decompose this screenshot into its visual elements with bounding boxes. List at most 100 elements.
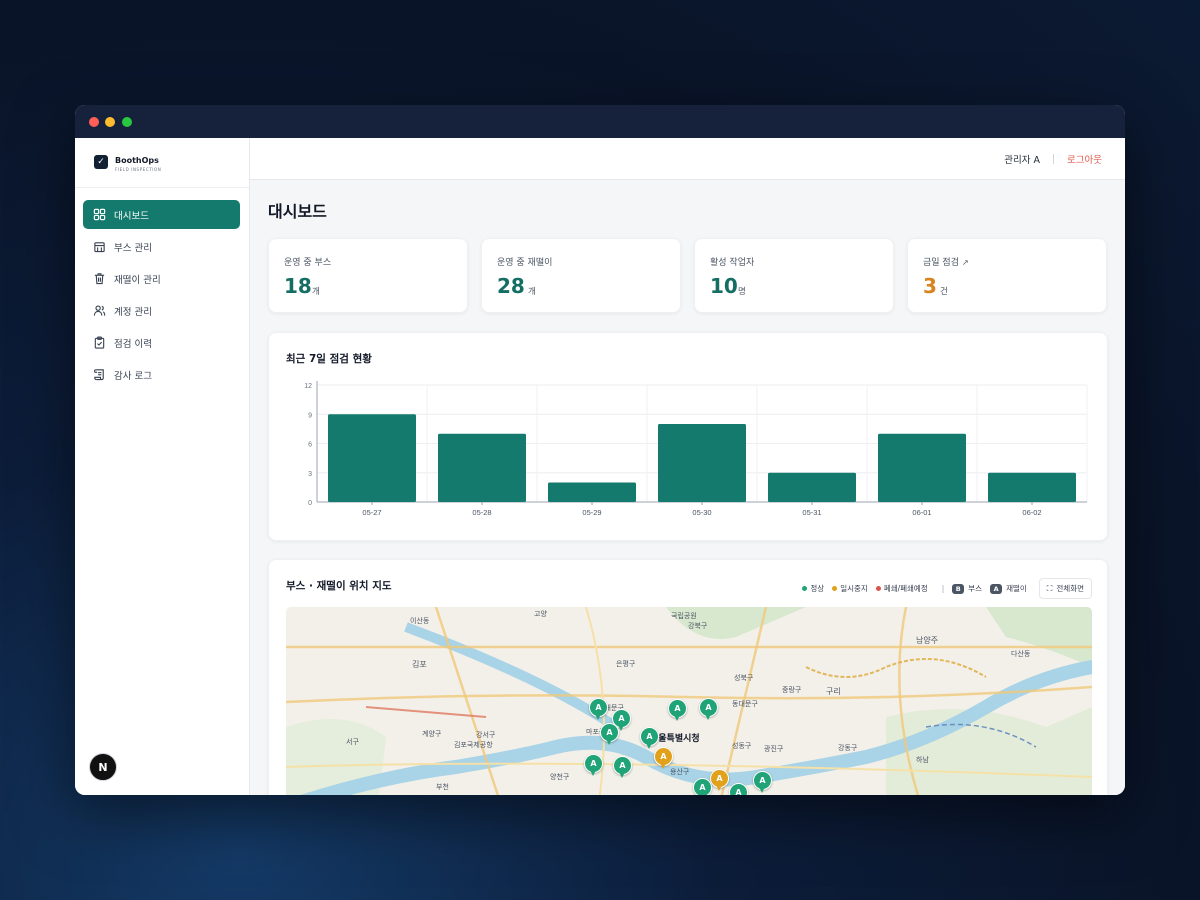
fullscreen-button[interactable]: ⛶ 전체화면: [1038, 578, 1092, 599]
map-label-gwangjin: 광진구: [764, 745, 784, 753]
map-label-hanam: 하남: [916, 756, 929, 764]
ashtray-marker[interactable]: A: [693, 778, 712, 795]
users-icon: [93, 304, 106, 317]
map-label-goyang: 고양: [534, 610, 547, 618]
legend-label: 재떨이: [1006, 584, 1027, 593]
marker-tail: [618, 725, 624, 731]
building-icon: [93, 240, 106, 253]
marker-letter: A: [654, 747, 673, 766]
bar-chart: 0 3 6 9 12 05-27 05-28 05-29 05-30 05-31 06-01 06-0…: [304, 381, 1088, 517]
map-label-gangdong: 강동구: [838, 744, 858, 752]
logout-button[interactable]: 로그아웃: [1067, 154, 1102, 166]
stat-card-workers: 활성 작업자 10 명: [694, 238, 894, 313]
brand-subtitle: FIELD INSPECTION: [115, 167, 162, 172]
y-tick-label: 0: [308, 500, 312, 507]
page-title: 대시보드: [268, 202, 327, 221]
status-dot-closed: [875, 586, 881, 591]
window-titlebar: [75, 105, 1125, 138]
chart-card: 0 3 6 9 12 05-27 05-28 05-29 05-30 05-31 06-01 06-0…: [268, 332, 1108, 541]
map-view[interactable]: 고양 이산동 국립공원 강북구 김포 남양주 다산동 구리 성북구 중랑구 동대…: [286, 607, 1092, 795]
ashtray-marker[interactable]: A: [753, 771, 772, 794]
x-tick-label: 05-31: [802, 508, 821, 517]
ashtray-marker[interactable]: A: [612, 709, 631, 732]
ashtray-badge: A: [990, 583, 1003, 594]
map-base: [286, 607, 1092, 795]
map-label-seodaemun: 서대문구: [598, 704, 624, 712]
sidebar-item-dashboard[interactable]: 대시보드: [83, 200, 240, 229]
marker-letter: A: [693, 778, 712, 795]
ashtray-marker[interactable]: A: [729, 783, 748, 795]
bar: [768, 472, 856, 502]
stat-label: 운영 중 재떨이: [497, 258, 553, 268]
topbar-divider: [1053, 153, 1055, 164]
stat-unit: 개: [528, 287, 536, 297]
stat-value: 28: [497, 274, 525, 298]
x-tick-label: 05-27: [362, 508, 381, 517]
sidebar-item-inspection-history[interactable]: 점검 이력: [83, 328, 240, 357]
main-content: 관리자 A 로그아웃 대시보드 운영 중 부스 18 개 운영 중 재떨이 28…: [250, 138, 1125, 795]
trash-icon: [93, 272, 106, 285]
marker-tail: [759, 787, 765, 793]
ashtray-marker[interactable]: A: [640, 727, 659, 750]
status-dot-paused: [832, 586, 838, 591]
stat-label: 금일 점검 ↗: [923, 255, 969, 268]
sidebar-item-accounts[interactable]: 계정 관리: [83, 296, 240, 325]
close-window-button[interactable]: [89, 117, 99, 127]
bar: [658, 424, 746, 502]
minimize-window-button[interactable]: [105, 117, 115, 127]
expand-icon: ⛶: [1046, 583, 1053, 593]
stats-row: 운영 중 부스 18 개 운영 중 재떨이 28 개 활성 작업자 10 명 금…: [268, 238, 1108, 313]
stat-card-ashtrays: 운영 중 재떨이 28 개: [481, 238, 681, 313]
stat-unit: 명: [738, 287, 746, 297]
x-tick-label: 05-29: [582, 508, 601, 517]
ashtray-marker[interactable]: A: [613, 756, 632, 779]
sidebar-item-label: 점검 이력: [114, 338, 152, 350]
marker-tail: [595, 714, 601, 720]
fullscreen-label: 전체화면: [1056, 584, 1084, 593]
legend-label: 폐쇄/폐쇄예정: [883, 584, 928, 593]
sidebar-item-label: 대시보드: [114, 210, 149, 222]
map-label-dasan: 다산동: [1011, 650, 1031, 658]
stat-card-today-inspections[interactable]: 금일 점검 ↗ 3 건: [907, 238, 1107, 313]
marker-tail: [646, 743, 652, 749]
ashtray-marker[interactable]: A: [668, 699, 687, 722]
marker-letter: A: [729, 783, 748, 795]
y-tick-label: 6: [308, 442, 312, 449]
legend-label: 일시중지: [840, 584, 868, 593]
map-label-namyangju: 남양주: [916, 636, 939, 645]
y-tick-label: 12: [304, 383, 312, 390]
sidebar-item-audit-log[interactable]: 감사 로그: [83, 360, 240, 389]
stat-label: 활성 작업자: [710, 258, 755, 268]
map-label-gimpo: 김포: [412, 660, 427, 669]
sidebar-item-label: 부스 관리: [114, 242, 152, 254]
maximize-window-button[interactable]: [122, 117, 132, 127]
ashtray-marker[interactable]: A: [584, 754, 603, 777]
sidebar-item-ashtrays[interactable]: 재떨이 관리: [83, 264, 240, 293]
avatar[interactable]: N: [89, 753, 117, 781]
x-tick-label: 05-28: [472, 508, 491, 517]
brand[interactable]: ✓ BoothOps FIELD INSPECTION: [75, 138, 249, 188]
y-tick-label: 9: [308, 412, 312, 419]
sidebar-item-label: 감사 로그: [114, 370, 152, 382]
bar: [438, 433, 526, 502]
sidebar-item-booths[interactable]: 부스 관리: [83, 232, 240, 261]
marker-tail: [716, 785, 722, 791]
user-name: 관리자 A: [1004, 154, 1041, 166]
map-label-national-park: 국립공원: [671, 612, 697, 620]
ashtray-marker[interactable]: A: [699, 698, 718, 721]
ashtray-marker[interactable]: A: [600, 723, 619, 746]
marker-tail: [619, 772, 625, 778]
stat-value: 10: [710, 274, 738, 298]
legend-booth: B 부스: [952, 583, 982, 594]
ashtray-marker[interactable]: A: [589, 698, 608, 721]
map-card: 부스 · 재떨이 위치 지도 정상 일시중지 폐쇄/폐쇄예정 | B 부스 A 재떨…: [268, 559, 1108, 795]
map-label-bucheon: 부천: [436, 783, 449, 791]
legend-closed: 폐쇄/폐쇄예정: [875, 583, 928, 594]
clipboard-check-icon: [93, 336, 106, 349]
x-tick-label: 06-01: [912, 508, 931, 517]
map-label-gangbuk: 강북구: [688, 622, 708, 630]
ashtray-marker-paused[interactable]: A: [654, 747, 673, 770]
map-label-yongsan: 용산구: [670, 768, 690, 776]
map-label-ilsan: 이산동: [410, 617, 430, 625]
ashtray-marker-paused[interactable]: A: [710, 769, 729, 792]
